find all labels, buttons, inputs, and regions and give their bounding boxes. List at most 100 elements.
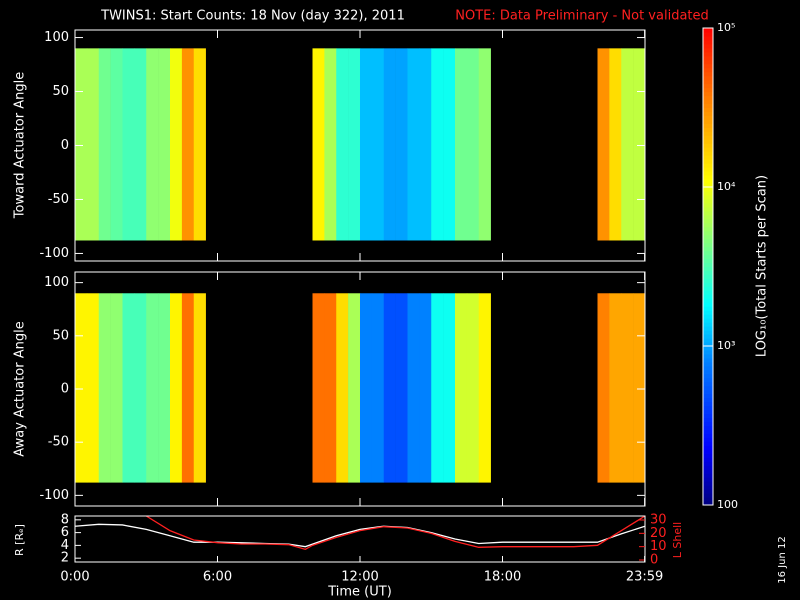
colorbar-swatch: [703, 43, 713, 49]
colorbar-tick-label: 10⁵: [717, 21, 735, 34]
heatmap-cell: [478, 293, 491, 483]
colorbar-swatch: [703, 373, 713, 379]
heatmap-cell: [407, 293, 420, 483]
colorbar-swatch: [703, 179, 713, 184]
colorbar-swatch: [703, 349, 713, 355]
colorbar-swatch: [703, 346, 713, 351]
heatmap-cell: [633, 293, 646, 483]
y2-tick-label: 10: [650, 539, 667, 554]
heatmap-cell: [431, 293, 444, 483]
colorbar-swatch: [703, 123, 713, 128]
colorbar-swatch: [703, 147, 713, 152]
colorbar-swatch: [703, 254, 713, 260]
colorbar-swatch: [703, 75, 713, 81]
heatmap-cell: [466, 48, 480, 241]
heatmap-cell: [371, 48, 385, 241]
heatmap-cell: [609, 48, 622, 241]
heatmap-cell: [621, 293, 634, 483]
colorbar-swatch: [703, 115, 713, 120]
colorbar-swatch: [703, 294, 713, 299]
colorbar-swatch: [703, 135, 713, 140]
heatmap-cell: [75, 48, 88, 241]
colorbar-swatch: [703, 457, 713, 462]
colorbar-swatch: [703, 83, 713, 89]
heatmap-cell: [597, 48, 610, 241]
colorbar-swatch: [703, 246, 713, 252]
colorbar-swatch: [703, 151, 713, 156]
heatmap-cell: [146, 293, 159, 483]
heatmap-cell: [193, 48, 206, 241]
heatmap-cell: [478, 48, 491, 241]
colorbar-swatch: [703, 234, 713, 240]
colorbar-swatch: [703, 111, 713, 116]
y-tick-label: -100: [39, 488, 69, 503]
colorbar-swatch: [703, 342, 713, 347]
colorbar-swatch: [703, 99, 713, 105]
heatmap-cell: [383, 48, 396, 241]
colorbar-swatch: [703, 139, 713, 144]
colorbar-swatch: [703, 202, 713, 208]
colorbar-swatch: [703, 473, 713, 478]
colorbar-swatch: [703, 167, 713, 172]
y-tick-label: 100: [44, 275, 69, 290]
colorbar-swatch: [703, 79, 713, 85]
heatmap-cell: [633, 48, 646, 241]
colorbar-swatch: [703, 91, 713, 97]
colorbar-swatch: [703, 286, 713, 291]
colorbar-swatch: [703, 497, 713, 502]
colorbar-swatch: [703, 314, 713, 319]
colorbar-tick-label: 10⁴: [717, 180, 736, 193]
colorbar-swatch: [703, 306, 713, 311]
x-tick-label: 6:00: [203, 570, 232, 585]
colorbar-swatch: [703, 357, 713, 363]
colorbar-swatch: [703, 397, 713, 403]
y-tick-label: 0: [61, 382, 69, 397]
x-tick-label: 0:00: [60, 570, 89, 585]
colorbar-swatch: [703, 290, 713, 295]
heatmap-cell: [324, 48, 337, 241]
heatmap-cell: [170, 293, 183, 483]
y-tick-label: 100: [44, 30, 69, 45]
heatmap-cell: [348, 48, 361, 241]
heatmap-cell: [419, 48, 432, 241]
colorbar-swatch: [703, 489, 713, 494]
colorbar-label: LOG₁₀(Total Starts per Scan): [755, 175, 770, 357]
colorbar-swatch: [703, 159, 713, 164]
colorbar-swatch: [703, 183, 713, 188]
colorbar-swatch: [703, 171, 713, 176]
heatmap-cell: [75, 293, 88, 483]
colorbar-swatch: [703, 71, 713, 77]
colorbar-swatch: [703, 413, 713, 419]
colorbar-swatch: [703, 218, 713, 224]
heatmap-cell: [360, 48, 373, 241]
colorbar-swatch: [703, 417, 713, 423]
colorbar-swatch: [703, 226, 713, 232]
y-tick-label: 6: [61, 525, 69, 540]
colorbar-swatch: [703, 187, 713, 192]
colorbar-swatch: [703, 59, 713, 65]
colorbar-swatch: [703, 107, 713, 112]
colorbar-swatch: [703, 469, 713, 474]
colorbar-swatch: [703, 389, 713, 395]
heatmap-cell: [158, 48, 171, 241]
heatmap-cell: [371, 293, 385, 483]
heatmap-cell: [110, 293, 123, 483]
colorbar-swatch: [703, 449, 713, 454]
heatmap-cell: [407, 48, 420, 241]
colorbar-swatch: [703, 194, 713, 200]
y-tick-label: 0: [61, 138, 69, 153]
heatmap-cell: [193, 293, 206, 483]
colorbar-swatch: [703, 274, 713, 279]
heatmap-cell: [98, 48, 111, 241]
colorbar-swatch: [703, 190, 713, 196]
heatmap-cell: [609, 293, 622, 483]
x-tick-label: 23:59: [626, 570, 663, 585]
heatmap-cell: [597, 293, 610, 483]
heatmap-cell: [134, 293, 147, 483]
colorbar-swatch: [703, 405, 713, 411]
heatmap-cell: [443, 293, 456, 483]
colorbar-swatch: [703, 278, 713, 283]
plot-frame: [74, 515, 646, 563]
colorbar-swatch: [703, 477, 713, 482]
